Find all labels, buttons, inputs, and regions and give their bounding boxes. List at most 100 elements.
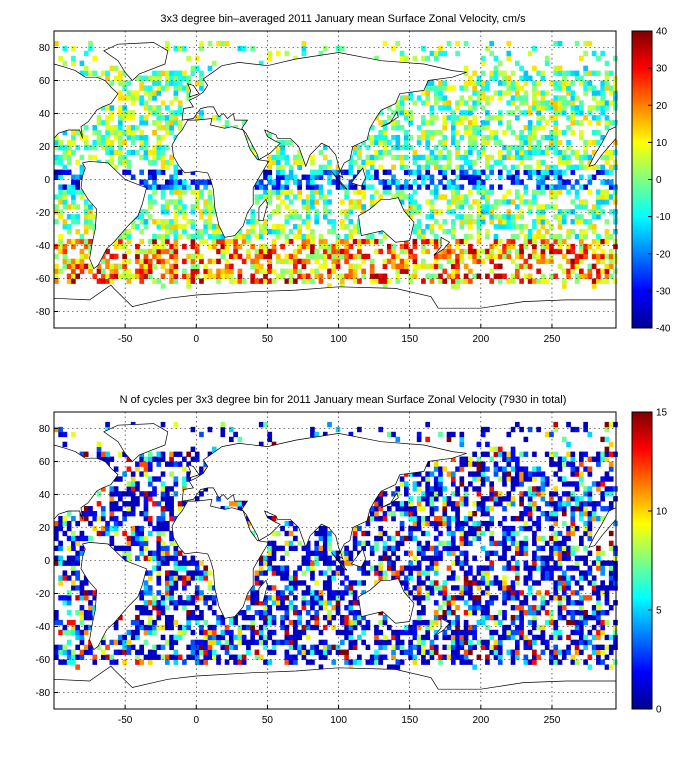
data-cell [301, 649, 307, 655]
data-cell [455, 520, 460, 527]
data-cell [169, 154, 174, 161]
data-cell [421, 174, 426, 180]
y-tick-label: 60 [39, 76, 51, 87]
data-cell [463, 238, 469, 245]
data-cell [233, 278, 238, 284]
data-cell [591, 624, 597, 631]
data-cell [553, 65, 559, 71]
data-cell [421, 595, 426, 601]
data-cell [254, 253, 260, 260]
data-cell [438, 515, 443, 522]
data-cell [583, 248, 588, 255]
data-cell [164, 204, 170, 210]
data-cell [561, 149, 567, 156]
data-cell [408, 511, 413, 517]
data-cell [506, 199, 512, 205]
data-cell [284, 268, 290, 274]
data-cell [583, 50, 588, 57]
data-cell [211, 224, 217, 230]
data-cell [331, 560, 337, 566]
data-cell [587, 471, 593, 477]
data-cell [147, 105, 153, 111]
data-cell [459, 525, 465, 532]
data-cell [139, 229, 145, 235]
data-cell [608, 491, 614, 497]
data-cell [468, 515, 473, 522]
data-cell [613, 278, 618, 284]
data-cell [344, 258, 349, 265]
data-cell [152, 491, 157, 497]
data-cell [352, 268, 358, 274]
data-cell [194, 65, 200, 71]
data-cell [199, 278, 204, 284]
data-cell [566, 258, 571, 265]
data-cell [220, 238, 226, 245]
data-cell [583, 253, 588, 260]
data-cell [570, 243, 576, 250]
data-cell [480, 575, 486, 581]
data-cell [241, 233, 247, 240]
data-cell [263, 229, 268, 235]
data-cell [493, 55, 499, 62]
data-cell [574, 189, 580, 195]
data-cell [540, 481, 546, 487]
data-cell [540, 570, 546, 576]
data-cell [267, 560, 273, 566]
data-cell [514, 550, 520, 556]
data-cell [412, 229, 418, 235]
data-cell [258, 614, 264, 621]
data-cell [459, 629, 465, 636]
data-cell [570, 229, 576, 235]
data-cell [130, 224, 136, 230]
data-cell [514, 515, 520, 522]
data-cell [160, 610, 166, 616]
data-cell [596, 100, 601, 106]
data-cell [284, 204, 290, 210]
data-cell [476, 154, 482, 161]
data-cell [506, 496, 512, 502]
data-cell [267, 614, 273, 621]
data-cell [156, 233, 162, 240]
data-cell [280, 555, 285, 561]
data-cell [169, 614, 174, 621]
data-cell [254, 154, 260, 161]
data-cell [489, 243, 495, 250]
data-cell [446, 634, 452, 641]
data-cell [455, 605, 460, 611]
data-cell [416, 580, 422, 586]
data-cell [536, 466, 541, 472]
data-cell [570, 100, 576, 106]
data-cell [455, 149, 460, 156]
data-cell [536, 164, 541, 170]
data-cell [502, 214, 507, 220]
data-cell [118, 134, 123, 141]
data-cell [450, 263, 456, 269]
data-cell [169, 590, 174, 596]
data-cell [536, 209, 541, 215]
data-cell [510, 629, 516, 636]
data-cell [557, 159, 563, 166]
data-cell [506, 248, 512, 255]
data-cell [75, 204, 81, 210]
data-cell [250, 144, 256, 151]
data-cell [532, 95, 537, 101]
data-cell [497, 634, 503, 641]
data-cell [288, 654, 294, 660]
data-cell [493, 233, 499, 240]
data-cell [305, 253, 311, 260]
data-cell [587, 664, 593, 670]
data-cell [186, 95, 191, 101]
data-cell [369, 184, 375, 190]
data-cell [139, 273, 145, 279]
data-cell [211, 238, 217, 245]
data-cell [455, 486, 460, 492]
data-cell [190, 219, 196, 225]
data-cell [164, 233, 170, 240]
data-cell [544, 174, 550, 180]
data-cell [544, 243, 550, 250]
data-cell [297, 154, 302, 161]
data-cell [476, 570, 482, 576]
data-cell [194, 199, 200, 205]
data-cell [382, 550, 388, 556]
data-cell [574, 560, 580, 566]
